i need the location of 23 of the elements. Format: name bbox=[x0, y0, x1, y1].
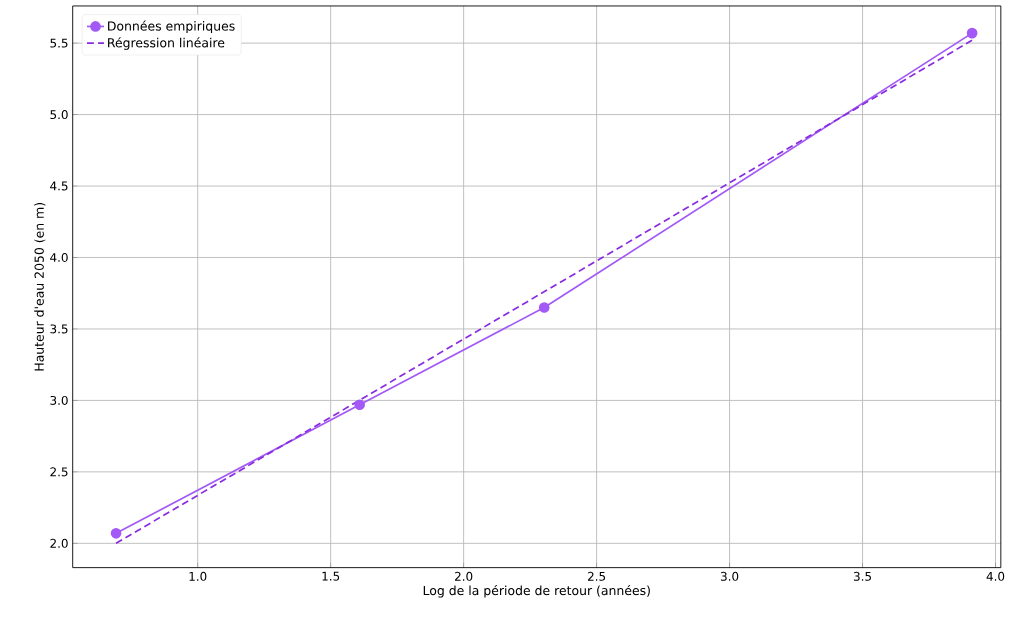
x-tick-label: 1.5 bbox=[322, 571, 340, 581]
y-tick-label: 3.5 bbox=[50, 324, 68, 334]
point bbox=[354, 399, 365, 410]
y-tick-label: 5.5 bbox=[50, 38, 68, 48]
y-axis-title: Hauteur d'eau 2050 (en m) bbox=[34, 202, 46, 371]
x-tick-label: 2.0 bbox=[455, 571, 473, 581]
y-tick-label: 2.5 bbox=[50, 467, 68, 477]
x-axis-title: Log de la période de retour (années) bbox=[423, 584, 650, 598]
x-tick-label: 1.0 bbox=[189, 571, 207, 581]
y-tick-label: 5.0 bbox=[50, 109, 68, 119]
legend-label: Données empiriques bbox=[108, 20, 235, 33]
y-tick-label: 4.5 bbox=[50, 181, 68, 191]
y-tick-label: 2.0 bbox=[50, 538, 68, 548]
y-tick-label: 4.0 bbox=[50, 252, 68, 262]
x-tick-label: 2.5 bbox=[587, 571, 606, 581]
x-tick-label: 4.0 bbox=[986, 571, 1005, 581]
y-tick-label: 3.0 bbox=[50, 395, 68, 405]
x-tick-label: 3.0 bbox=[720, 571, 739, 581]
point bbox=[110, 527, 122, 539]
point bbox=[538, 302, 550, 313]
point bbox=[966, 27, 978, 39]
legend-label: Régression linéaire bbox=[108, 37, 225, 50]
x-tick-label: 3.5 bbox=[853, 571, 871, 581]
